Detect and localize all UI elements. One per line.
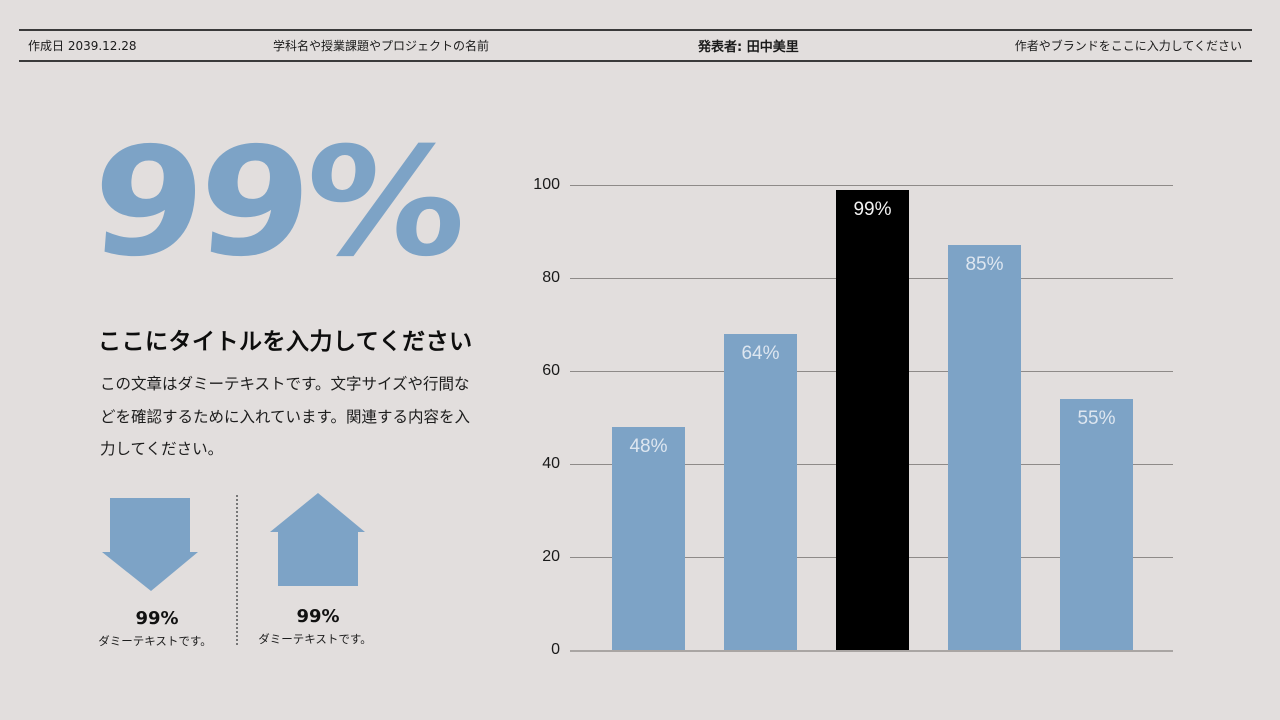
baseline [570, 650, 1173, 652]
stat-1-value: 99% [135, 608, 179, 629]
stats-divider [236, 495, 238, 645]
gridline-100 [570, 185, 1173, 186]
bar-3: 99% [836, 189, 909, 650]
bar-data-label: 55% [1077, 407, 1116, 429]
stat-2-value: 99% [296, 606, 340, 627]
hero-title: ここにタイトルを入力してください [98, 329, 473, 355]
header-course: 学科名や授業課題やプロジェクトの名前 [273, 39, 490, 53]
bar-2: 64% [724, 333, 797, 650]
stat-1-caption: ダミーテキストです。 [98, 634, 212, 648]
bar-5: 55% [1060, 398, 1133, 650]
header-bottom-rule [19, 60, 1252, 62]
ytick-0: 0 [551, 641, 560, 658]
bar-4: 85% [948, 245, 1021, 650]
header-date: 作成日 2039.12.28 [28, 39, 137, 53]
header-brand: 作者やブランドをここに入力してください [1014, 39, 1242, 53]
arrow-down-icon [102, 497, 200, 597]
header-presenter: 発表者: 田中美里 [698, 40, 799, 55]
hero-body: この文章はダミーテキストです。文字サイズや行間などを確認するために入れています。… [100, 375, 470, 458]
ytick-100: 100 [533, 176, 560, 193]
bar-data-label: 99% [853, 198, 892, 220]
header-top-rule [19, 29, 1252, 31]
bar-1: 48% [612, 426, 685, 650]
ytick-20: 20 [542, 548, 560, 565]
house-icon [270, 492, 366, 592]
bar-data-label: 85% [965, 254, 1004, 276]
bar-data-label: 48% [629, 435, 668, 457]
bar-data-label: 64% [741, 342, 780, 364]
ytick-80: 80 [542, 269, 560, 286]
ytick-40: 40 [542, 455, 560, 472]
stat-2-caption: ダミーテキストです。 [258, 632, 372, 646]
ytick-60: 60 [542, 362, 560, 379]
